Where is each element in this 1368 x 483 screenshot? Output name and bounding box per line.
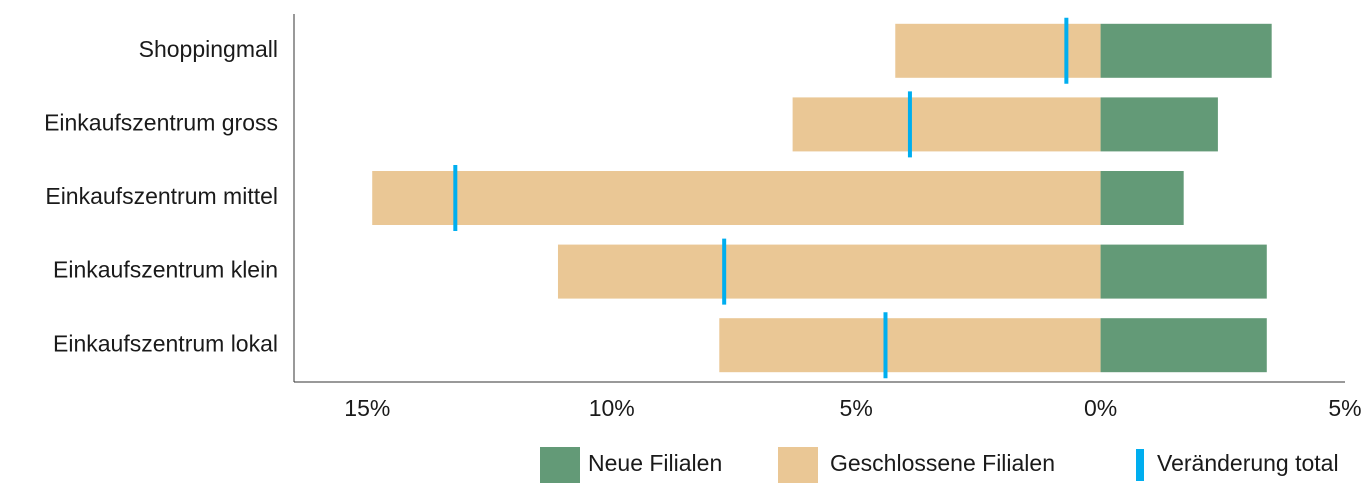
x-tick-label: 10% bbox=[589, 395, 635, 421]
bar bbox=[557, 244, 1101, 299]
legend-swatch bbox=[1136, 449, 1144, 481]
x-tick-label: 0% bbox=[1084, 395, 1117, 421]
x-tick-label: 5% bbox=[1328, 395, 1361, 421]
bar bbox=[1100, 318, 1267, 373]
y-tick-label: Einkaufszentrum mittel bbox=[45, 183, 278, 209]
legend-label: Neue Filialen bbox=[588, 450, 722, 476]
legend-label: Geschlossene Filialen bbox=[830, 450, 1055, 476]
y-tick-label: Einkaufszentrum gross bbox=[44, 109, 278, 135]
bar bbox=[1100, 97, 1218, 152]
bar bbox=[1100, 171, 1184, 225]
y-tick-label: Einkaufszentrum lokal bbox=[53, 330, 278, 356]
y-tick-label: Einkaufszentrum klein bbox=[53, 257, 278, 283]
bar bbox=[792, 97, 1101, 152]
y-tick-label: Shoppingmall bbox=[139, 36, 278, 62]
bar bbox=[719, 318, 1101, 373]
bar bbox=[1100, 23, 1272, 78]
bar bbox=[895, 23, 1101, 78]
x-tick-label: 15% bbox=[344, 395, 390, 421]
bar bbox=[372, 171, 1101, 225]
legend-label: Veränderung total bbox=[1157, 450, 1339, 476]
bar bbox=[1100, 244, 1267, 299]
legend-swatch bbox=[540, 447, 580, 483]
legend-swatch bbox=[778, 447, 818, 483]
x-tick-label: 5% bbox=[840, 395, 873, 421]
